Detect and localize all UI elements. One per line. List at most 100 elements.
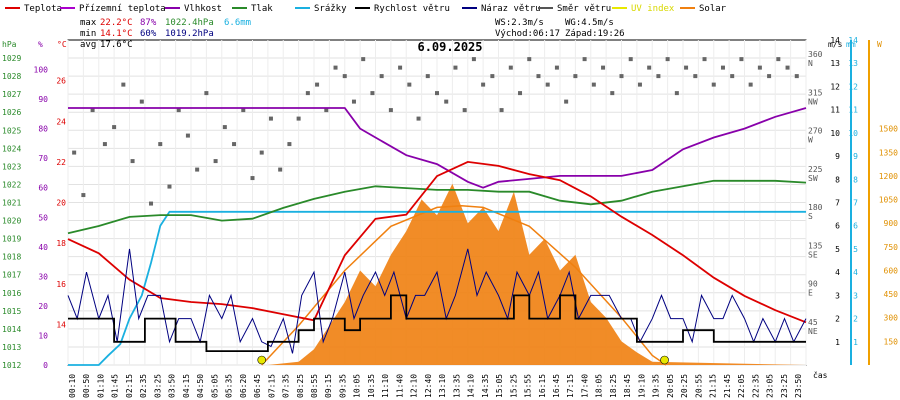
legend-label-rain: Srážky	[314, 4, 347, 14]
x-tick-label: 22:35	[751, 374, 760, 398]
stats-min-humidity: 60%	[140, 29, 157, 39]
x-tick-label: 00:50	[82, 374, 91, 398]
wind-direction-point	[638, 83, 642, 87]
x-tick-label: 10:35	[367, 374, 376, 398]
wind-direction-point	[472, 57, 476, 61]
hpa-tick: 1027	[2, 90, 21, 99]
ms-tick: 1	[835, 338, 840, 347]
wm2-tick: 1200	[879, 172, 898, 181]
ms-tick: 11	[830, 106, 840, 115]
hpa-tick: 1022	[2, 180, 21, 189]
wind-direction-point	[435, 91, 439, 95]
wind-direction-point	[398, 66, 402, 70]
wind-direction-point	[287, 142, 291, 146]
hpa-tick: 1023	[2, 162, 21, 171]
celsius-tick: 26	[56, 77, 66, 86]
wind-direction-point	[334, 66, 338, 70]
x-tick-label: 05:05	[210, 374, 219, 398]
hpa-tick: 1024	[2, 144, 21, 153]
celsius-tick: 18	[56, 239, 66, 248]
x-tick-label: 13:10	[438, 374, 447, 398]
x-tick-label: 04:15	[182, 374, 191, 398]
wind-direction-point	[481, 83, 485, 87]
wind-direction-point	[214, 159, 218, 163]
wind-direction-point	[463, 108, 467, 112]
x-tick-label: 18:45	[623, 374, 632, 398]
wind-direction-point	[786, 66, 790, 70]
legend-label-hum: Vlhkost	[184, 4, 222, 14]
mm-tick: 14	[848, 36, 858, 45]
x-tick-label: 06:20	[239, 374, 248, 398]
x-tick-label: 09:15	[324, 374, 333, 398]
pct-tick: 90	[38, 95, 48, 104]
direction-tick-label: NW	[808, 97, 818, 106]
hpa-tick: 1014	[2, 325, 21, 334]
pct-tick: 30	[38, 272, 48, 281]
legend: Teplota Přízemní teplota Vlhkost Tlak Srážky…	[5, 4, 727, 14]
x-tick-label: 14:35	[481, 374, 490, 398]
stats-max-temp: 22.2°C	[100, 18, 133, 28]
wind-direction-point	[121, 83, 125, 87]
wind-direction-point	[186, 134, 190, 138]
x-tick-label: 16:15	[538, 374, 547, 398]
x-tick-label: 12:10	[410, 374, 419, 398]
x-tick-label: 19:10	[637, 374, 646, 398]
celsius-unit: °C	[57, 40, 67, 49]
mm-tick: 10	[848, 129, 858, 138]
direction-tick-value: 270	[808, 127, 823, 136]
uv-marker	[661, 356, 669, 364]
stats-avg-temp: 17.6°C	[100, 40, 133, 50]
stats-avg-label: avg	[80, 40, 96, 50]
mm-tick: 3	[853, 291, 858, 300]
wind-direction-point	[232, 142, 236, 146]
wind-direction-point	[417, 117, 421, 121]
hpa-tick: 1020	[2, 217, 21, 226]
weather-chart: hPa1012101310141015101610171018101910201…	[0, 0, 900, 400]
legend-label-dir: Směr větru	[557, 4, 611, 14]
wind-direction-point	[684, 66, 688, 70]
x-tick-label: 23:50	[794, 374, 803, 398]
wind-direction-point	[269, 117, 273, 121]
x-tick-label: 02:35	[139, 374, 148, 398]
direction-tick-value: 315	[808, 88, 823, 97]
stats-max-pressure: 1022.4hPa	[165, 18, 214, 28]
wm2-tick: 1350	[879, 148, 898, 157]
pct-tick: 10	[38, 331, 48, 340]
direction-tick-value: 135	[808, 241, 823, 250]
wind-direction-point	[407, 83, 411, 87]
ms-tick: 5	[835, 245, 840, 254]
wind-direction-point	[444, 100, 448, 104]
x-tick-label: 09:35	[338, 374, 347, 398]
wind-direction-point	[555, 66, 559, 70]
wm2-tick: 600	[884, 266, 899, 275]
ms-tick: 3	[835, 291, 840, 300]
hpa-tick: 1012	[2, 361, 21, 370]
legend-label-temp: Teplota	[24, 4, 62, 14]
x-tick-label: 13:35	[452, 374, 461, 398]
wind-direction-point	[527, 57, 531, 61]
wind-direction-point	[703, 57, 707, 61]
stats-min-label: min	[80, 29, 96, 39]
wind-direction-point	[72, 151, 76, 155]
wind-direction-point	[564, 100, 568, 104]
wind-direction-point	[500, 108, 504, 112]
legend-label-feels: Přízemní teplota	[79, 4, 166, 14]
sunrise-time: Východ:06:17	[495, 29, 560, 39]
wm2-tick: 750	[884, 243, 899, 252]
ms-tick: 7	[835, 199, 840, 208]
mm-tick: 6	[853, 222, 858, 231]
legend-label-gust: Náraz větru	[481, 4, 541, 14]
ms-tick: 13	[830, 59, 840, 68]
wind-direction-point	[573, 74, 577, 78]
mm-tick: 2	[853, 315, 858, 324]
wind-direction-point	[306, 91, 310, 95]
pct-tick: 40	[38, 243, 48, 252]
wind-direction-point	[158, 142, 162, 146]
x-tick-label: 11:10	[381, 374, 390, 398]
x-tick-label: 20:55	[694, 374, 703, 398]
mm-tick: 5	[853, 245, 858, 254]
wind-direction-point	[610, 91, 614, 95]
wm2-tick: 450	[884, 290, 899, 299]
x-tick-label: 20:25	[680, 374, 689, 398]
hpa-tick: 1021	[2, 199, 21, 208]
